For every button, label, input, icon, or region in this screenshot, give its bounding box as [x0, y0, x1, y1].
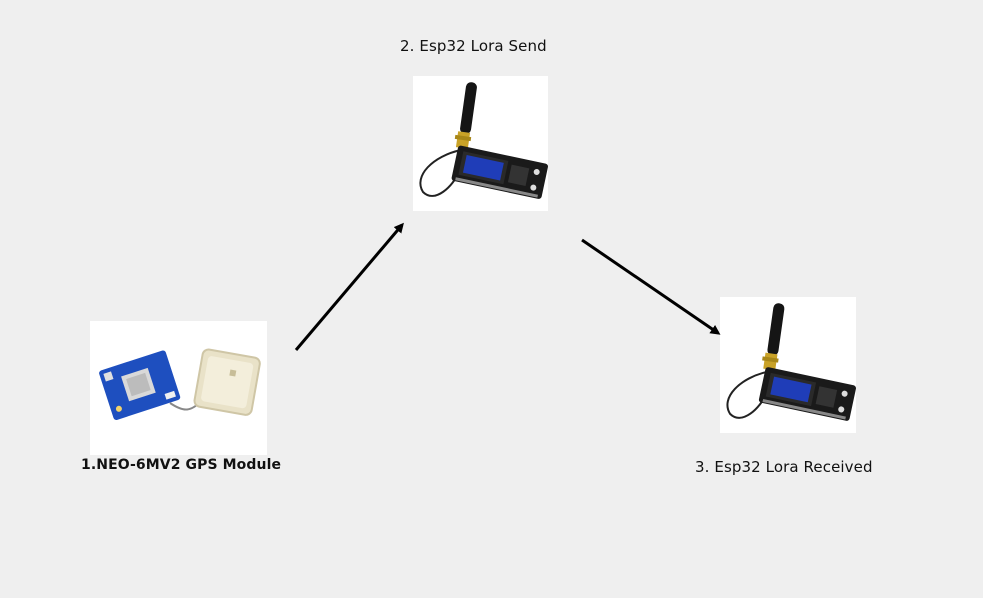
gps-module-icon [99, 348, 261, 420]
arrow-gps-to-sender [294, 222, 404, 351]
receiver-photo [720, 297, 856, 433]
arrow-sender-to-receiver [581, 238, 721, 335]
receiver-title: 3. Esp32 Lora Received [695, 458, 873, 476]
esp32-lora-board-icon [726, 303, 856, 421]
esp32-lora-board-icon [419, 82, 548, 199]
gps-title: 1.NEO-6MV2 GPS Module [81, 457, 282, 473]
sender-photo [413, 76, 548, 211]
gps-photo [90, 321, 267, 455]
sender-title: 2. Esp32 Lora Send [400, 37, 547, 55]
